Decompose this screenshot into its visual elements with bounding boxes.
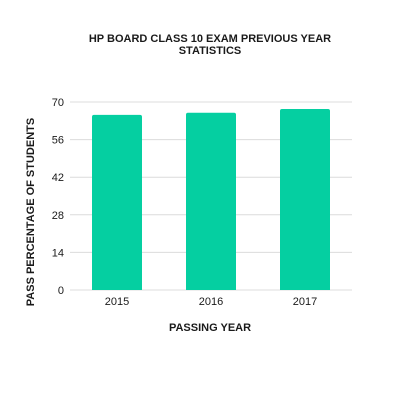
y-tick-label: 28 xyxy=(52,210,64,222)
x-tick-label: 2015 xyxy=(105,296,129,308)
y-tick-label: 42 xyxy=(52,172,64,184)
bar-2016 xyxy=(186,112,236,290)
y-tick-label: 56 xyxy=(52,135,64,147)
x-axis-label: PASSING YEAR xyxy=(168,322,252,334)
y-tick-label: 0 xyxy=(58,285,64,297)
y-tick-label: 14 xyxy=(52,247,64,259)
x-tick-label: 2016 xyxy=(199,296,223,308)
chart-title: HP BOARD CLASS 10 EXAM PREVIOUS YEAR STA… xyxy=(40,33,380,57)
y-tick-label: 70 xyxy=(52,97,64,109)
bar-2015 xyxy=(92,114,142,291)
chart-title-line-1: HP BOARD CLASS 10 EXAM PREVIOUS YEAR xyxy=(88,33,332,45)
chart-title-line-2: STATISTICS xyxy=(178,45,242,57)
bar-2017 xyxy=(280,108,330,291)
x-tick-label: 2017 xyxy=(293,296,317,308)
